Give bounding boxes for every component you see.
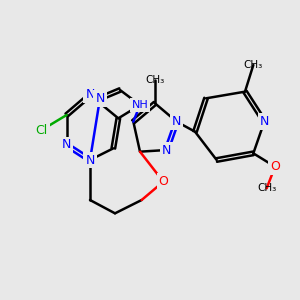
Text: N: N [85, 154, 95, 166]
Text: N: N [85, 88, 95, 101]
Text: O: O [158, 175, 168, 188]
Text: CH₃: CH₃ [244, 60, 263, 70]
Text: NH: NH [132, 100, 148, 110]
Text: CH₃: CH₃ [257, 183, 276, 193]
Text: CH₃: CH₃ [146, 75, 165, 85]
Text: N: N [162, 143, 171, 157]
Text: N: N [62, 139, 71, 152]
Text: N: N [95, 92, 105, 105]
Text: O: O [270, 160, 280, 173]
Text: N: N [260, 115, 269, 128]
Text: N: N [172, 115, 182, 128]
Text: Cl: Cl [35, 124, 48, 136]
